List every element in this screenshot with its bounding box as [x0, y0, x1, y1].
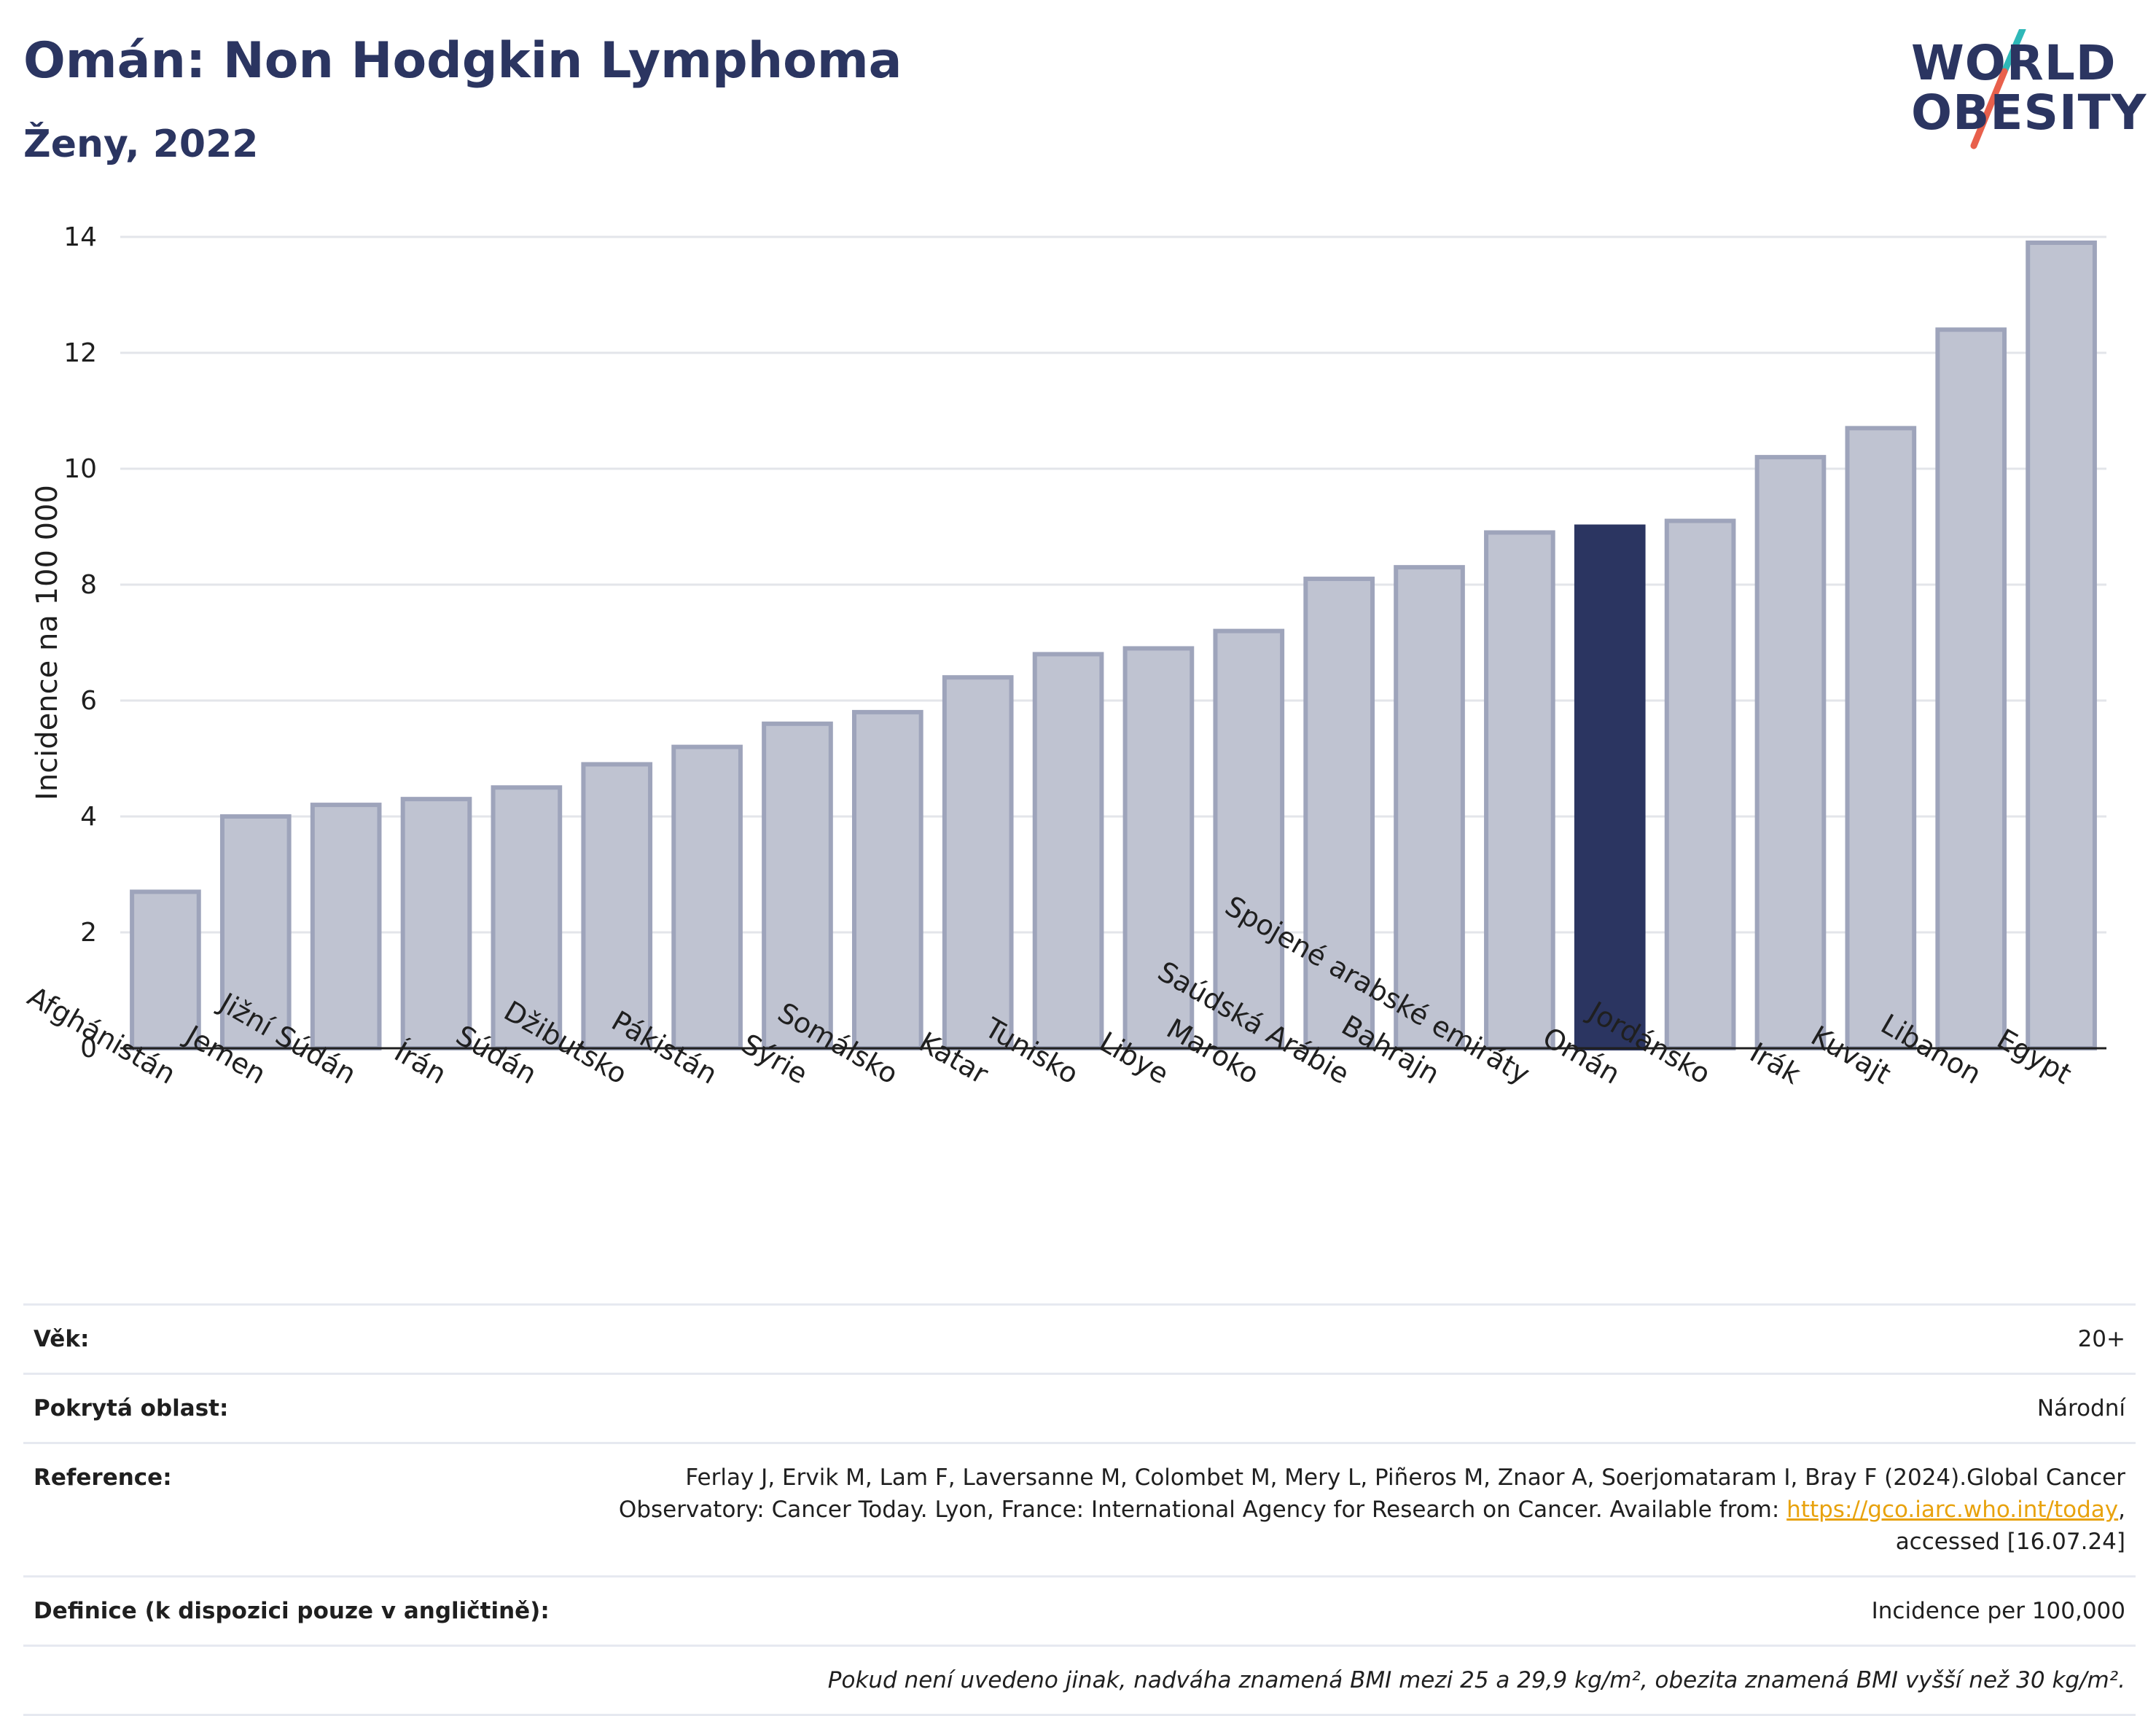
y-tick-label: 14 [63, 222, 97, 252]
meta-row-age: Věk: 20+ [23, 1303, 2136, 1373]
meta-row-reference: Reference: Ferlay J, Ervik M, Lam F, Lav… [23, 1442, 2136, 1575]
page-title: Omán: Non Hodgkin Lymphoma [23, 32, 902, 90]
logo-line-1: WORLD [1911, 35, 2117, 91]
logo-line-2: OBESITY [1911, 85, 2147, 141]
y-tick-label: 2 [80, 918, 97, 948]
y-axis-label: Incidence na 100 000 [31, 485, 64, 800]
reference-value: Ferlay J, Ervik M, Lam F, Laversanne M, … [580, 1462, 2125, 1558]
bar [1574, 524, 1646, 1050]
y-tick-label: 4 [80, 802, 97, 832]
bar [1484, 530, 1555, 1050]
bar [1394, 565, 1465, 1050]
bar [1664, 518, 1736, 1050]
reference-label: Reference: [34, 1465, 172, 1491]
y-tick-label: 8 [80, 570, 97, 600]
bar [2026, 240, 2097, 1051]
bar [1303, 577, 1375, 1050]
bmi-note: Pokud není uvedeno jinak, nadváha znamen… [827, 1667, 2125, 1693]
bar [1032, 652, 1104, 1050]
bar [1213, 628, 1285, 1050]
world-obesity-logo: WORLD OBESITY [1895, 29, 2146, 153]
bar [1845, 426, 1917, 1051]
meta-row-definition: Definice (k dispozici pouze v angličtině… [23, 1575, 2136, 1645]
age-value: 20+ [2077, 1326, 2125, 1352]
reference-suffix: , accessed [16.07.24] [1895, 1497, 2125, 1555]
bar [1935, 327, 2007, 1050]
age-label: Věk: [34, 1326, 90, 1352]
bar [310, 803, 382, 1050]
meta-row-note: Pokud není uvedeno jinak, nadváha znamen… [23, 1645, 2136, 1716]
bar [130, 889, 201, 1050]
logo-slash-icon [1970, 29, 2026, 149]
bar [400, 797, 472, 1051]
metadata-table: Věk: 20+ Pokrytá oblast: Národní Referen… [23, 1303, 2136, 1716]
reference-text: Ferlay J, Ervik M, Lam F, Laversanne M, … [618, 1465, 2125, 1523]
page-subtitle: Ženy, 2022 [23, 122, 259, 166]
bar [671, 744, 743, 1050]
bar [762, 721, 833, 1050]
bar [219, 814, 292, 1050]
definition-value: Incidence per 100,000 [1871, 1598, 2125, 1624]
coverage-label: Pokrytá oblast: [34, 1395, 229, 1421]
meta-row-coverage: Pokrytá oblast: Národní [23, 1373, 2136, 1442]
bar [1754, 455, 1827, 1051]
y-tick-label: 12 [63, 338, 97, 368]
bar [491, 785, 563, 1050]
coverage-value: Národní [2036, 1395, 2125, 1421]
reference-link[interactable]: https://gco.iarc.who.int/today [1786, 1497, 2119, 1523]
bar [942, 675, 1014, 1050]
y-tick-label: 0 [80, 1034, 97, 1064]
definition-label: Definice (k dispozici pouze v angličtině… [34, 1598, 550, 1624]
bar [581, 762, 653, 1050]
y-tick-label: 10 [63, 454, 97, 484]
bar [852, 709, 923, 1051]
y-tick-label: 6 [80, 686, 97, 716]
